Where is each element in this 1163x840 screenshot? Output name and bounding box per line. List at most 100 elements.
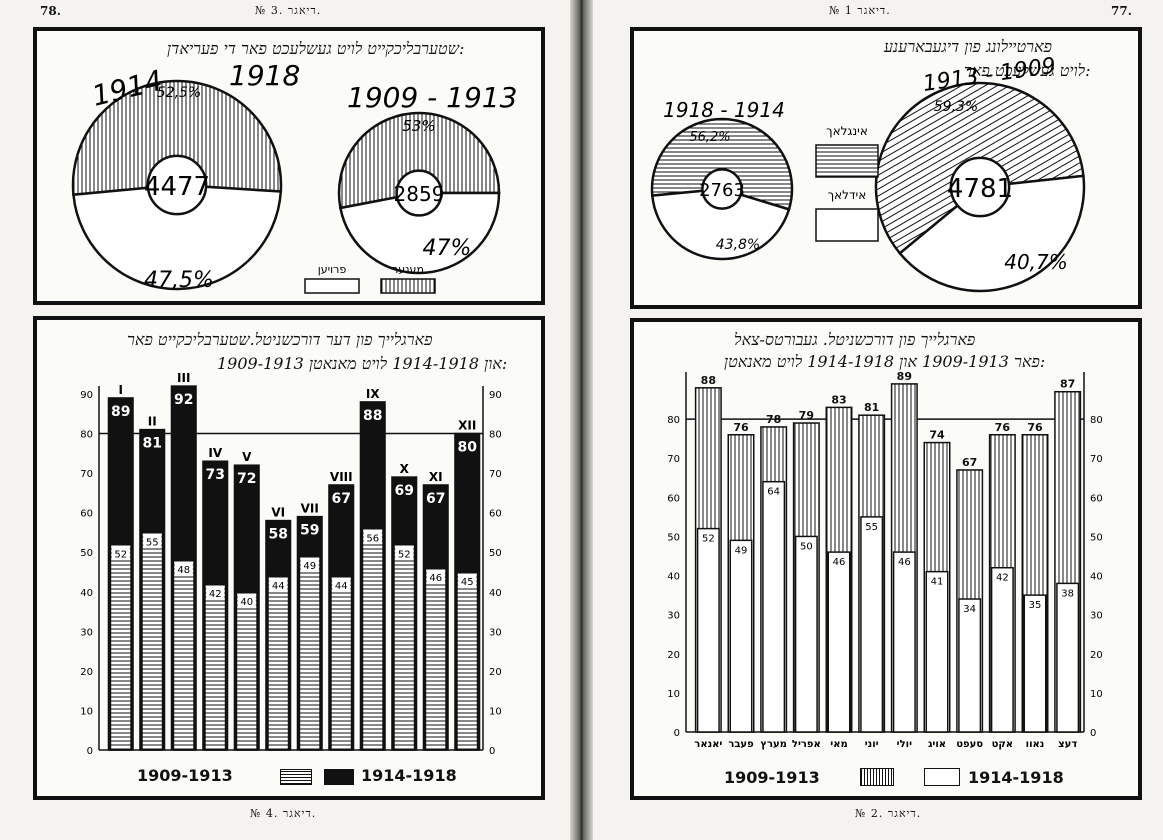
left-bar-cat-9: IX	[366, 387, 380, 401]
left-pie-2-slice-2	[338, 191, 501, 275]
right-page-caption: № 2. דיאגר.	[855, 807, 922, 820]
right-pie-2-slice-2	[898, 174, 1086, 293]
right-bar-bar-front-8	[925, 570, 949, 733]
left-pie-panel: שטערבליכקייט לויט געשלעכט פאר די פעריאדן…	[33, 27, 545, 305]
right-bar-bar-front-6	[860, 516, 884, 733]
right-bar-bar-front-12	[1056, 582, 1080, 733]
left-bar-cat-1: I	[119, 383, 123, 397]
left-bar-label-front-5: 40	[240, 597, 253, 608]
right-bar-cat-7: יולי	[897, 739, 912, 750]
left-pie-2-center	[395, 169, 443, 217]
left-bar-ytick-right-10: 10	[489, 706, 502, 717]
left-bar-legend-1: 1909-1913	[137, 766, 233, 785]
right-bar-cat-10: אקט	[992, 739, 1013, 750]
right-bar-label-front-3: 64	[767, 487, 780, 498]
left-bar-label-back-12: 80	[458, 440, 478, 456]
right-bar-ytick-right-10: 10	[1090, 689, 1103, 700]
right-pie-legend-2: אידלאך	[828, 188, 867, 202]
right-bar-legend-swatch-1	[860, 768, 894, 786]
right-bar-panel: פארגלייך פון דורכשניטל. געבורטס-צאל פאר …	[630, 318, 1142, 800]
left-bar-bar-front-4	[204, 583, 227, 751]
right-bar-ytick-left-20: 20	[667, 650, 680, 661]
left-bar-label-front-11: 46	[429, 573, 442, 584]
right-pie-1-slice-2	[650, 187, 791, 261]
left-bar-cat-12: XII	[458, 419, 476, 433]
right-bar-ytick-left-70: 70	[667, 454, 680, 465]
left-bar-label-back-4: 73	[206, 467, 225, 483]
left-bar-ytick-right-70: 70	[489, 469, 502, 480]
right-pie-1-label-2: 43,8%	[716, 237, 760, 253]
right-pie-1-label-1: 56,2%	[689, 130, 730, 145]
left-bar-label-front-6: 44	[272, 581, 285, 592]
right-page: № 1 דיאגר. 77. פארטיילונג פון דיגעבארענע…	[593, 0, 1163, 840]
left-bar-cat-4: IV	[208, 446, 222, 460]
right-bar-label-back-1: 88	[701, 374, 716, 387]
right-pie-2-label-2: 40,7%	[1004, 250, 1068, 274]
right-bar-ytick-right-70: 70	[1090, 454, 1103, 465]
left-pie-1-slice-2	[72, 183, 283, 291]
right-page-number: 77.	[1111, 4, 1132, 18]
left-bar-label-back-11: 67	[426, 491, 445, 507]
right-bar-bar-front-5	[827, 551, 851, 733]
left-bar-cat-8: VIII	[330, 470, 353, 484]
right-bar-label-back-6: 81	[864, 401, 879, 414]
left-bar-cat-7: VII	[301, 502, 319, 516]
right-bar-label-front-2: 49	[735, 545, 748, 556]
left-pie-2-slice-1	[337, 111, 501, 210]
left-bar-ytick-left-40: 40	[80, 588, 93, 599]
right-bar-cat-9: סעפט	[956, 739, 983, 750]
right-bar-cat-5: מאי	[830, 739, 847, 750]
left-bar-label-front-9: 56	[366, 533, 379, 544]
left-bar-title-1: פארגלייך פון דער דורכשניטל.שטערבליכקייט …	[127, 330, 433, 349]
right-bar-label-front-9: 34	[963, 604, 976, 615]
right-pie-legend-1: אינגלאך	[826, 124, 868, 138]
left-bar-bar-front-3	[172, 559, 195, 751]
right-bar-label-front-6: 55	[865, 522, 878, 533]
right-bar-ytick-right-60: 60	[1090, 493, 1103, 504]
right-bar-label-front-5: 46	[833, 557, 846, 568]
right-page-heading: № 1 דיאגר.	[829, 4, 891, 17]
left-bar-legend-swatch-1	[280, 769, 312, 785]
left-bar-panel: פארגלייך פון דער דורכשניטל.שטערבליכקייט …	[33, 316, 545, 800]
left-bar-label-back-8: 67	[332, 491, 351, 507]
right-pie-1-center	[701, 168, 743, 210]
left-bar-ytick-left-30: 30	[80, 627, 93, 638]
right-bar-title-2: פאר 1909-1913 און 1914-1918 לויט מאנאטן:	[724, 352, 1046, 371]
left-bar-ytick-right-50: 50	[489, 548, 502, 559]
right-bar-label-front-1: 52	[702, 534, 715, 545]
right-bar-ytick-left-40: 40	[667, 572, 680, 583]
right-pie-legend-swatch-1	[815, 144, 879, 178]
right-bar-label-back-4: 79	[799, 409, 814, 422]
right-pie-2-center	[949, 156, 1011, 218]
right-bar-label-back-11: 76	[1027, 421, 1043, 434]
right-pie-1-slice-1	[650, 117, 794, 211]
left-pie-2-label-1: 53%	[402, 117, 435, 135]
left-page-caption: № 4. דיאגר.	[250, 807, 317, 820]
left-bar-label-front-1: 52	[114, 549, 127, 560]
right-pie-legend-swatch-2	[815, 208, 879, 242]
right-bar-legend-swatch-2	[924, 768, 960, 786]
left-bar-cat-11: XI	[429, 470, 443, 484]
left-pie-2-label-2: 47%	[423, 236, 472, 261]
right-bar-bar-front-7	[892, 551, 916, 733]
left-bar-cat-5: V	[242, 450, 252, 464]
left-bar-cat-3: III	[177, 371, 190, 385]
left-bar-bar-front-8	[330, 575, 353, 751]
right-bar-ytick-right-50: 50	[1090, 532, 1103, 543]
left-bar-label-back-6: 58	[269, 527, 288, 543]
left-bar-cat-6: VI	[271, 506, 285, 520]
right-bar-bar-front-10	[990, 566, 1014, 733]
right-bar-label-back-2: 76	[733, 421, 749, 434]
left-pie-legend-1: פרויען	[318, 263, 347, 276]
right-bar-chart: 0 0 10 10 20 20 30 30 40 40 50 50 60 60 70 70 80 80 88 52 יא…	[667, 370, 1103, 750]
left-bar-ytick-left-70: 70	[80, 469, 93, 480]
left-bar-ytick-left-10: 10	[80, 706, 93, 717]
right-pie-panel: פארטיילונג פון דיגעבארענע לויט געשלעכט פ…	[630, 27, 1142, 309]
left-bar-ytick-right-20: 20	[489, 667, 502, 678]
right-bar-bar-front-4	[794, 535, 818, 733]
left-pie-1-label-2: 47,5%	[144, 268, 214, 293]
right-bar-ytick-left-0: 0	[674, 728, 680, 739]
left-bar-label-back-1: 89	[111, 404, 130, 420]
left-bar-bar-front-1	[109, 543, 132, 751]
